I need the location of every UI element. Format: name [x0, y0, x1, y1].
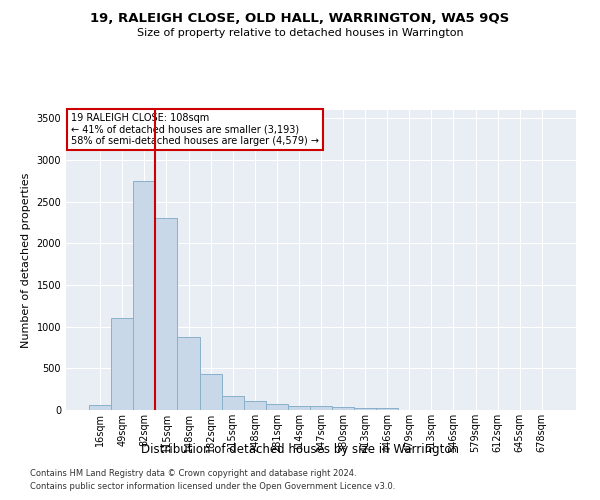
- Bar: [155, 218, 178, 410]
- Text: Size of property relative to detached houses in Warrington: Size of property relative to detached ho…: [137, 28, 463, 38]
- Bar: [310, 406, 332, 410]
- Y-axis label: Number of detached properties: Number of detached properties: [21, 172, 31, 348]
- Text: 19, RALEIGH CLOSE, OLD HALL, WARRINGTON, WA5 9QS: 19, RALEIGH CLOSE, OLD HALL, WARRINGTON,…: [91, 12, 509, 26]
- Text: Contains public sector information licensed under the Open Government Licence v3: Contains public sector information licen…: [30, 482, 395, 491]
- Bar: [244, 401, 266, 410]
- Bar: [376, 408, 398, 410]
- Bar: [133, 181, 155, 410]
- Bar: [288, 406, 310, 410]
- Bar: [332, 407, 354, 410]
- Bar: [221, 396, 244, 410]
- Bar: [89, 405, 111, 410]
- Text: 19 RALEIGH CLOSE: 108sqm
← 41% of detached houses are smaller (3,193)
58% of sem: 19 RALEIGH CLOSE: 108sqm ← 41% of detach…: [71, 113, 319, 146]
- Bar: [200, 374, 221, 410]
- Bar: [178, 336, 200, 410]
- Bar: [266, 404, 288, 410]
- Text: Contains HM Land Registry data © Crown copyright and database right 2024.: Contains HM Land Registry data © Crown c…: [30, 468, 356, 477]
- Bar: [354, 408, 376, 410]
- Text: Distribution of detached houses by size in Warrington: Distribution of detached houses by size …: [141, 442, 459, 456]
- Bar: [111, 318, 133, 410]
